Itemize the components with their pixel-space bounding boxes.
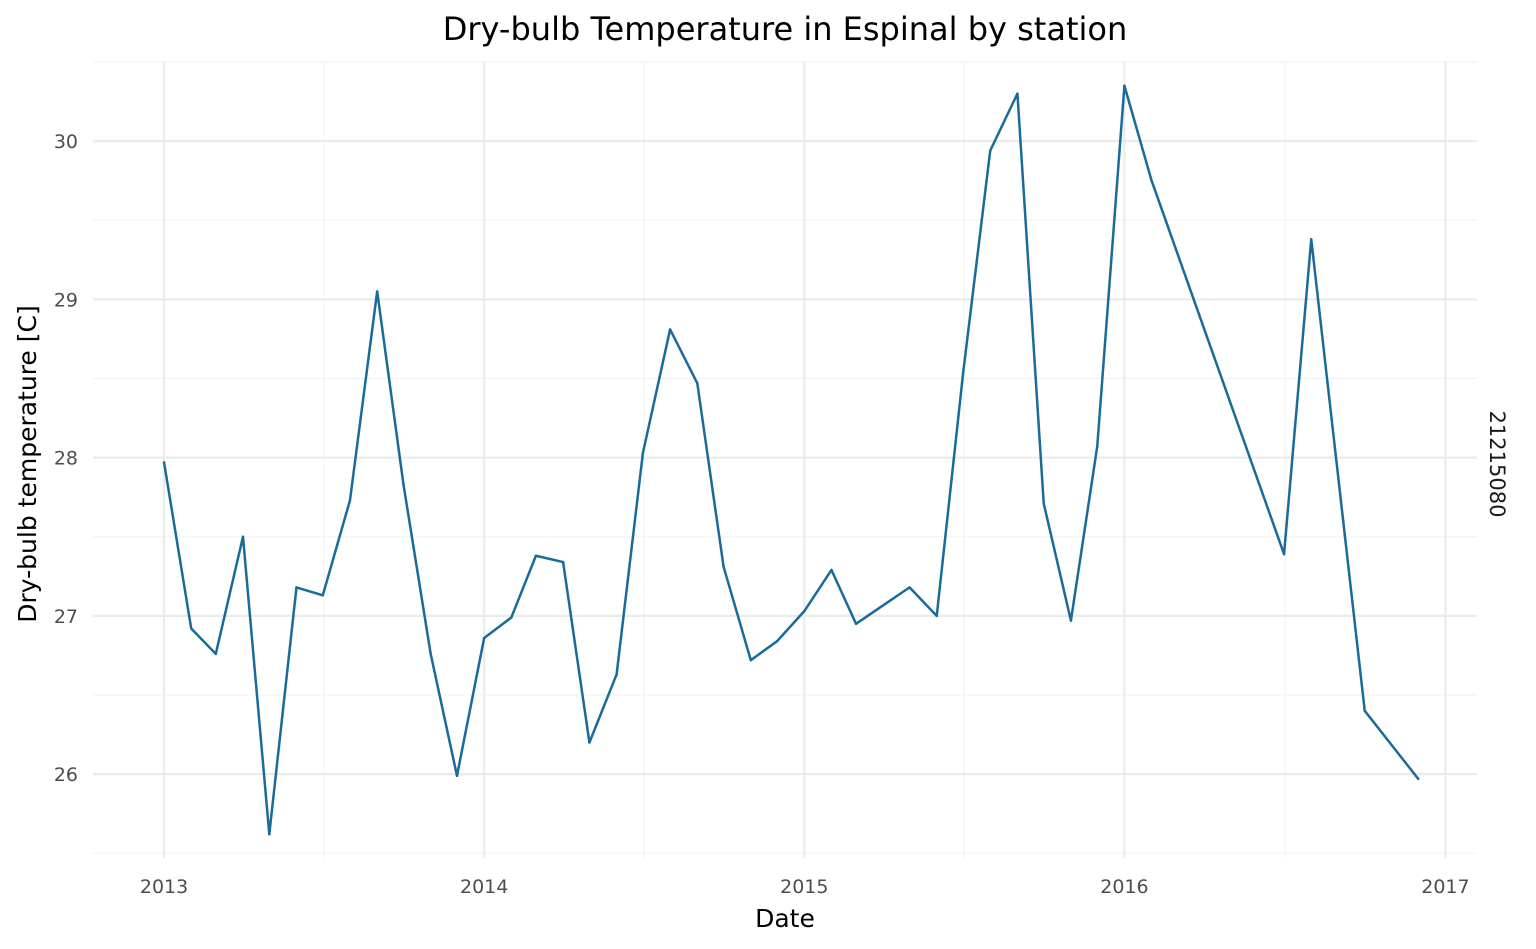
minor-gridlines-x [323,62,1286,858]
data-point [1416,777,1420,781]
y-tick-label: 30 [54,131,78,153]
data-point [775,639,779,643]
data-point [988,149,992,152]
x-tick-label: 2014 [460,876,508,898]
y-tick-label: 28 [54,448,78,470]
data-point [641,451,645,455]
data-point [1095,445,1099,448]
x-axis-title: Date [755,904,815,933]
data-point [1282,552,1286,556]
x-axis-ticks: 2013 2014 2015 2016 2017 [140,876,1470,898]
data-point [534,554,538,557]
data-point [268,833,271,836]
data-point [295,586,298,589]
data-point [615,673,618,676]
data-point [961,372,965,376]
data-point [1150,179,1153,182]
series-line [162,84,1420,836]
data-point [803,609,806,613]
data-point [455,774,459,777]
chart-title: Dry-bulb Temperature in Espinal by stati… [443,10,1128,48]
data-point [482,636,486,640]
data-point [402,483,405,486]
data-point [1123,84,1126,87]
data-point [1042,502,1045,505]
data-point [429,652,432,656]
data-point [321,594,325,597]
data-point [561,560,565,564]
y-tick-label: 26 [54,764,78,786]
data-point [1069,619,1073,622]
data-point [935,614,938,618]
y-tick-label: 27 [54,606,78,628]
data-point [854,622,858,626]
data-point [668,328,672,331]
data-point [375,290,379,293]
data-point [696,381,699,385]
y-axis-title: Dry-bulb temperature [C] [13,305,42,622]
facet-strip-label: 21215080 [1485,411,1509,518]
data-point [588,741,591,744]
data-point [1363,709,1366,713]
y-axis-ticks: 26 27 28 29 30 [54,131,78,786]
data-point [830,568,833,572]
major-gridlines-x [162,62,1447,858]
y-tick-label: 29 [54,289,78,311]
data-point [241,535,245,539]
data-point [214,652,218,656]
x-tick-label: 2017 [1421,876,1469,898]
data-point [189,627,193,630]
x-tick-label: 2016 [1100,876,1148,898]
x-tick-label: 2015 [780,876,828,898]
data-point [722,565,725,569]
major-gridlines-y [93,140,1477,776]
data-point [749,658,753,662]
x-tick-label: 2013 [140,876,188,898]
data-point [348,499,352,502]
data-point [1016,92,1019,95]
data-point [1309,237,1313,241]
series-layer [162,84,1420,836]
data-point [908,586,911,589]
data-point [510,616,513,619]
data-point [162,461,166,464]
